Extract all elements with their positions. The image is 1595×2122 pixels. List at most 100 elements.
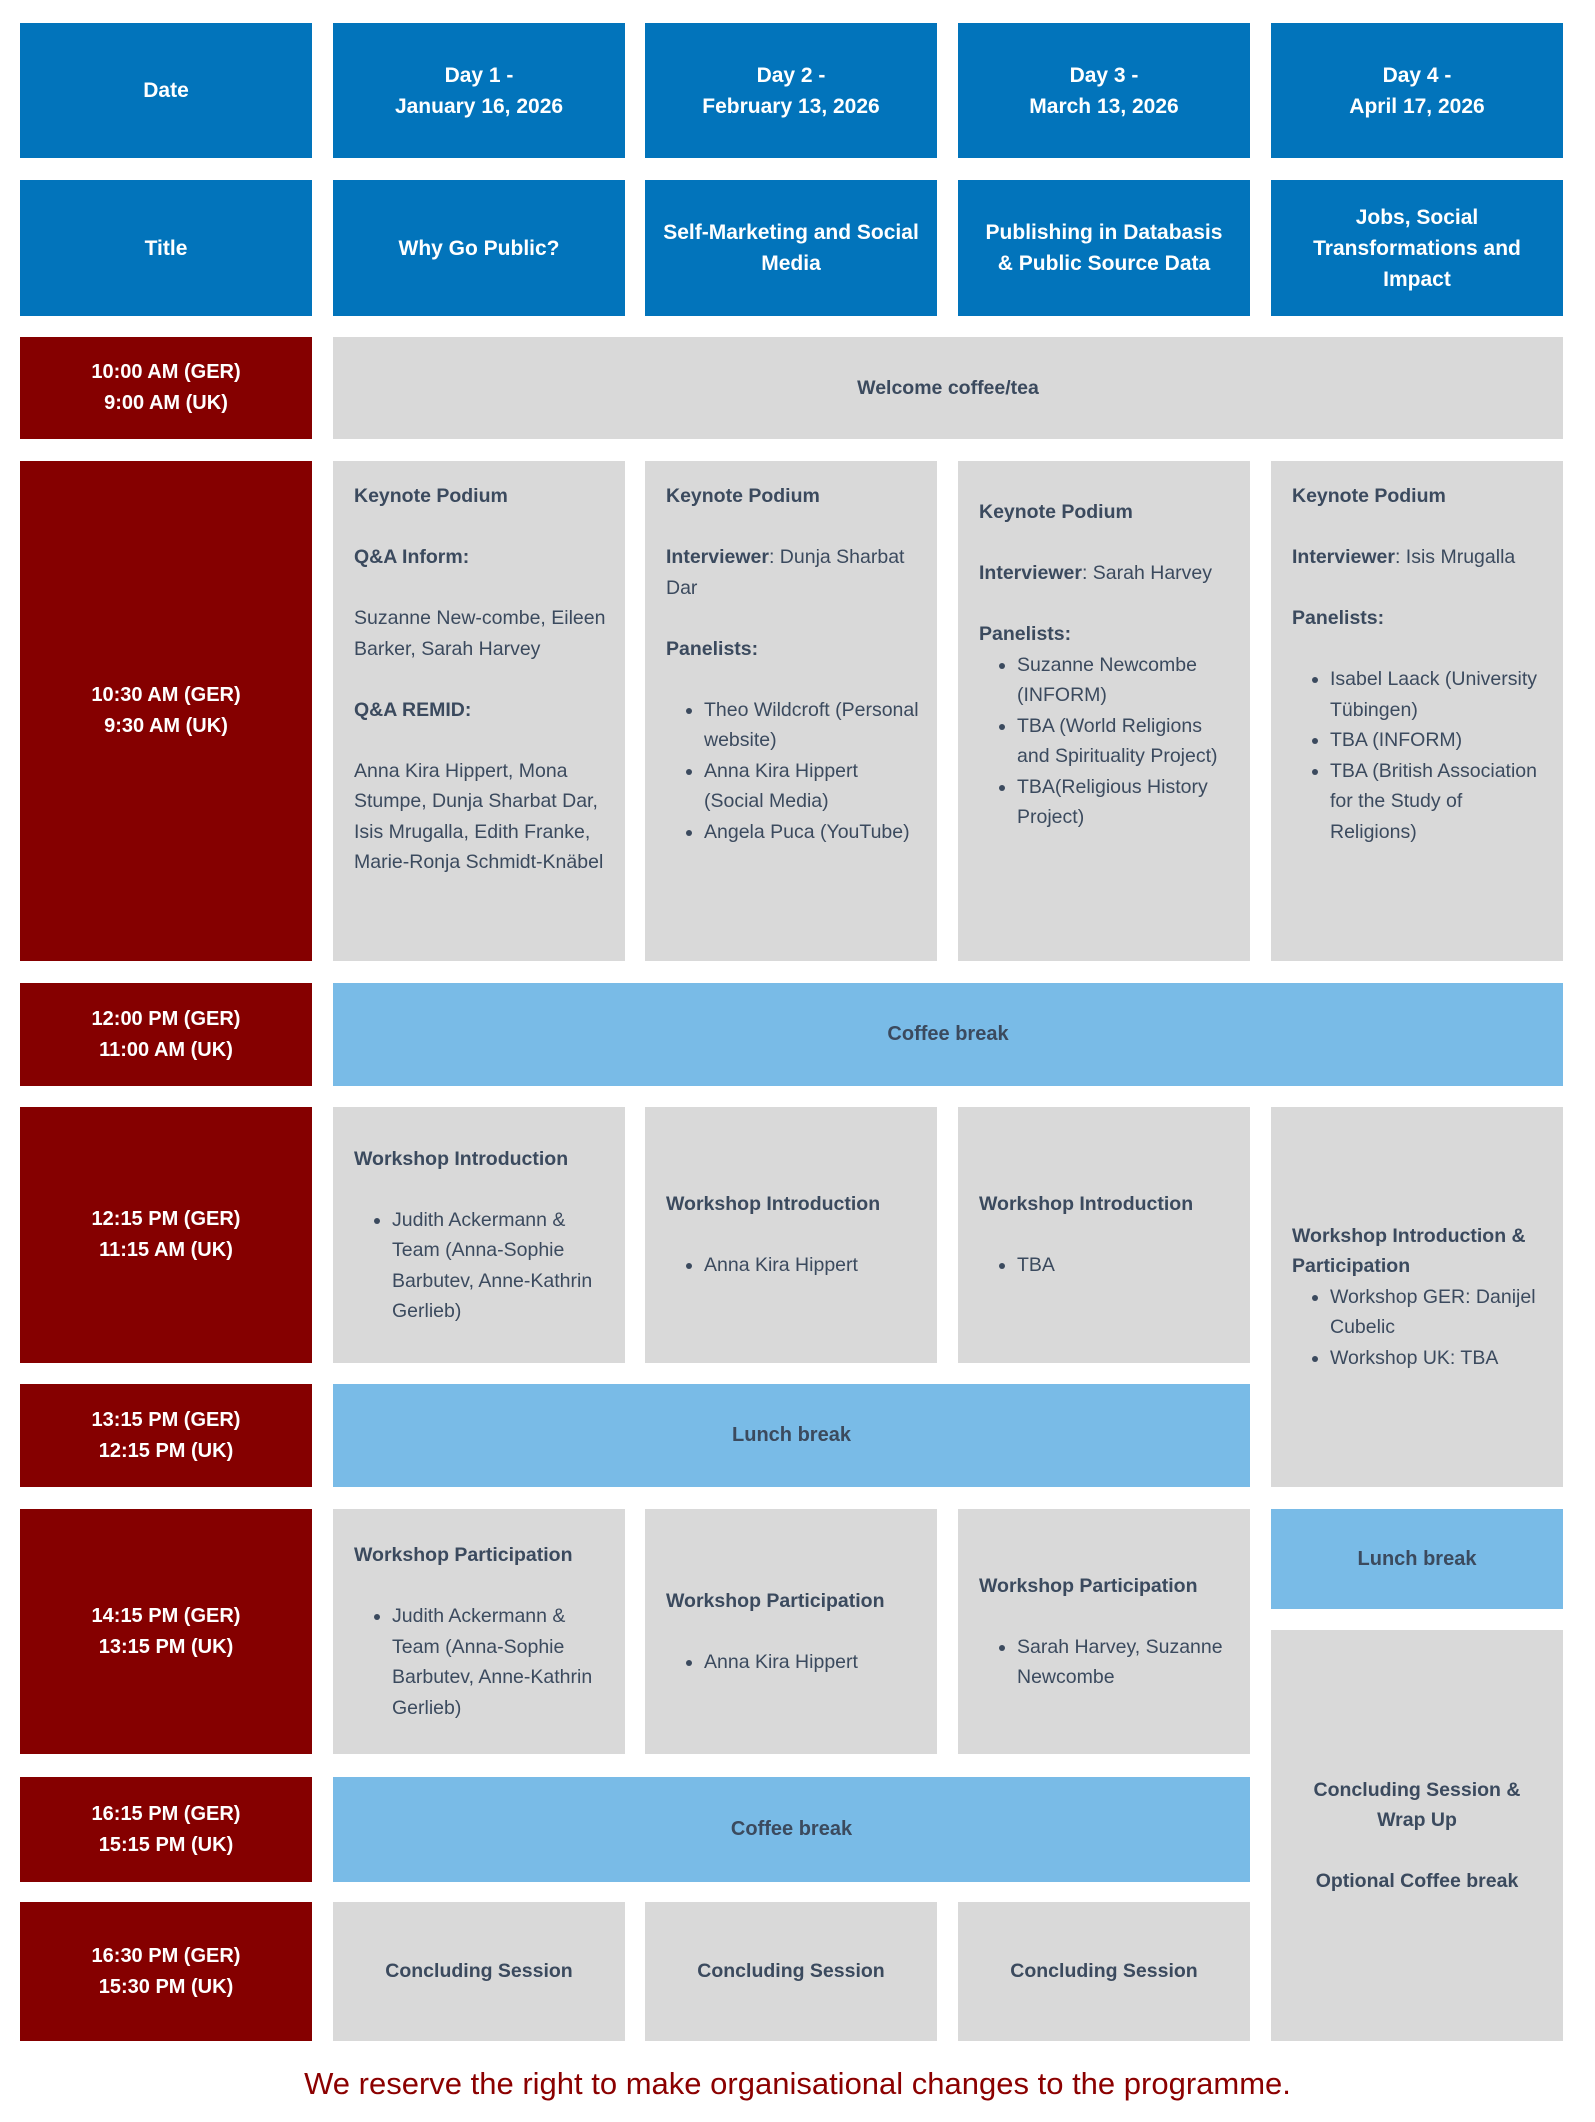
day-2-workshop-participation: Workshop Participation Anna Kira Hippert: [645, 1509, 937, 1754]
lunch-break: Lunch break: [333, 1384, 1250, 1487]
day-1-concluding-session: Concluding Session: [333, 1902, 625, 2041]
day-2-header: Day 2 - February 13, 2026: [645, 23, 937, 158]
interviewer: Interviewer: Isis Mrugalla: [1292, 542, 1547, 573]
list-item: Suzanne Newcombe (INFORM): [1017, 650, 1234, 711]
time-uk: 9:30 AM (UK): [104, 715, 228, 737]
coffee-break: Coffee break: [333, 1777, 1250, 1882]
coffee-break-label: Coffee break: [730, 1818, 853, 1840]
time-ger: 12:00 PM (GER): [91, 1007, 241, 1030]
time-slot: 12:15 PM (GER) 11:15 AM (UK): [20, 1107, 312, 1363]
concluding-label: Concluding Session: [697, 1960, 885, 1983]
time-uk: 13:15 PM (UK): [98, 1635, 234, 1658]
concluding-label: Concluding Session: [385, 1960, 573, 1983]
list-item: Judith Ackermann & Team (Anna-Sophie Bar…: [392, 1205, 613, 1327]
time-ger: 10:00 AM (GER): [91, 361, 241, 383]
list-item: TBA (British Association for the Study o…: [1330, 756, 1547, 848]
panelists-list: Isabel Laack (University Tübingen) TBA (…: [1292, 664, 1547, 847]
day-4-workshop-intro: Workshop Introduction & Participation Wo…: [1271, 1107, 1563, 1487]
interviewer-label: Interviewer: [1292, 546, 1395, 568]
date-label: Date: [143, 79, 189, 102]
coffee-break: Coffee break: [333, 983, 1563, 1086]
concluding-label: Concluding Session: [1010, 1960, 1198, 1983]
time-slot: 13:15 PM (GER) 12:15 PM (UK): [20, 1384, 312, 1487]
day-4-title: Jobs, Social Transformations and Impact: [1271, 180, 1563, 316]
time-uk: 11:15 AM (UK): [99, 1239, 233, 1261]
session-title: Jobs, Social Transformations and Impact: [1313, 205, 1521, 291]
day-1-workshop-intro: Workshop Introduction Judith Ackermann &…: [333, 1107, 625, 1363]
footer-note: We reserve the right to make organisatio…: [304, 2066, 1291, 2101]
welcome-session: Welcome coffee/tea: [333, 337, 1563, 439]
day-2-concluding-session: Concluding Session: [645, 1902, 937, 2041]
time-ger: 16:30 PM (GER): [91, 1944, 241, 1967]
list-item: Anna Kira Hippert: [704, 1647, 925, 1678]
time-ger: 14:15 PM (GER): [91, 1604, 241, 1627]
qa-inform-label: Q&A Inform:: [354, 546, 470, 568]
day-label: Day 2 -: [756, 63, 826, 87]
keynote-heading: Keynote Podium: [1292, 485, 1446, 507]
session-title: Self-Marketing and Social Media: [663, 221, 919, 275]
day-1-workshop-participation: Workshop Participation Judith Ackermann …: [333, 1509, 625, 1754]
interviewer: Interviewer: Sarah Harvey: [979, 558, 1234, 589]
time-ger: 10:30 AM (GER): [91, 684, 241, 706]
workshop-list: Sarah Harvey, Suzanne Newcombe: [979, 1632, 1238, 1693]
qa-inform-names: Suzanne New-combe, Eileen Barker, Sarah …: [354, 607, 606, 660]
panelists-list: Suzanne Newcombe (INFORM) TBA (World Rel…: [979, 650, 1234, 833]
time-slot: 14:15 PM (GER) 13:15 PM (UK): [20, 1509, 312, 1754]
time-ger: 12:15 PM (GER): [91, 1208, 241, 1230]
title-label: Title: [144, 236, 188, 260]
lunch-break-label: Lunch break: [732, 1424, 851, 1446]
welcome-label: Welcome coffee/tea: [857, 376, 1039, 399]
list-item: Anna Kira Hippert: [704, 1250, 925, 1281]
list-item: Theo Wildcroft (Personal website): [704, 695, 921, 756]
day-date: April 17, 2026: [1349, 94, 1485, 118]
interviewer-name: : Dunja Sharbat Dar: [666, 546, 905, 599]
day-2-title: Self-Marketing and Social Media: [645, 180, 937, 316]
interviewer-label: Interviewer: [979, 562, 1082, 584]
time-uk: 15:30 PM (UK): [98, 1975, 234, 1998]
time-ger: 13:15 PM (GER): [91, 1408, 241, 1431]
panelists-label: Panelists:: [1292, 607, 1385, 629]
session-title: Why Go Public?: [398, 236, 560, 260]
day-3-keynote: Keynote Podium Interviewer: Sarah Harvey…: [958, 461, 1250, 961]
workshop-heading: Workshop Participation: [354, 1544, 573, 1566]
list-item: TBA (World Religions and Spirituality Pr…: [1017, 711, 1234, 772]
time-uk: 11:00 AM (UK): [99, 1038, 233, 1061]
day-1-title: Why Go Public?: [333, 180, 625, 316]
time-uk: 9:00 AM (UK): [104, 392, 228, 414]
workshop-heading: Workshop Introduction: [354, 1147, 569, 1170]
day-date: February 13, 2026: [702, 94, 880, 118]
concluding-label: Concluding Session & Wrap Up: [1313, 1778, 1521, 1832]
day-date: January 16, 2026: [394, 94, 564, 118]
list-item: Workshop UK: TBA: [1330, 1343, 1551, 1374]
time-uk: 15:15 PM (UK): [98, 1833, 234, 1856]
day-label: Day 3 -: [1069, 63, 1139, 87]
panelists-label: Panelists:: [666, 637, 759, 660]
optional-coffee-label: Optional Coffee break: [1315, 1870, 1519, 1892]
day-2-workshop-intro: Workshop Introduction Anna Kira Hippert: [645, 1107, 937, 1363]
day-4-lunch-break: Lunch break: [1271, 1509, 1563, 1609]
day-3-concluding-session: Concluding Session: [958, 1902, 1250, 2041]
list-item: Sarah Harvey, Suzanne Newcombe: [1017, 1632, 1238, 1693]
session-title: Publishing in Databasis & Public Source …: [985, 221, 1223, 275]
title-header: Title: [20, 180, 312, 316]
list-item: Angela Puca (YouTube): [704, 817, 921, 848]
day-label: Day 1 -: [444, 63, 514, 87]
time-slot: 10:00 AM (GER) 9:00 AM (UK): [20, 337, 312, 439]
keynote-heading: Keynote Podium: [354, 485, 508, 507]
list-item: Workshop GER: Danijel Cubelic: [1330, 1282, 1551, 1343]
qa-remid-names: Anna Kira Hippert, Mona Stumpe, Dunja Sh…: [354, 759, 604, 874]
workshop-list: Workshop GER: Danijel Cubelic Workshop U…: [1292, 1282, 1551, 1374]
day-3-title: Publishing in Databasis & Public Source …: [958, 180, 1250, 316]
workshop-heading: Workshop Participation: [979, 1574, 1198, 1597]
list-item: TBA (INFORM): [1330, 725, 1547, 756]
interviewer-name: : Isis Mrugalla: [1394, 546, 1516, 568]
workshop-heading: Workshop Participation: [666, 1589, 885, 1612]
list-item: TBA(Religious History Project): [1017, 772, 1234, 833]
keynote-heading: Keynote Podium: [666, 485, 820, 507]
interviewer: Interviewer: Dunja Sharbat Dar: [666, 542, 921, 603]
time-uk: 12:15 PM (UK): [98, 1439, 234, 1462]
interviewer-label: Interviewer: [666, 546, 769, 568]
workshop-heading: Workshop Introduction: [979, 1193, 1194, 1216]
time-slot: 16:15 PM (GER) 15:15 PM (UK): [20, 1777, 312, 1882]
workshop-list: TBA: [979, 1250, 1238, 1281]
